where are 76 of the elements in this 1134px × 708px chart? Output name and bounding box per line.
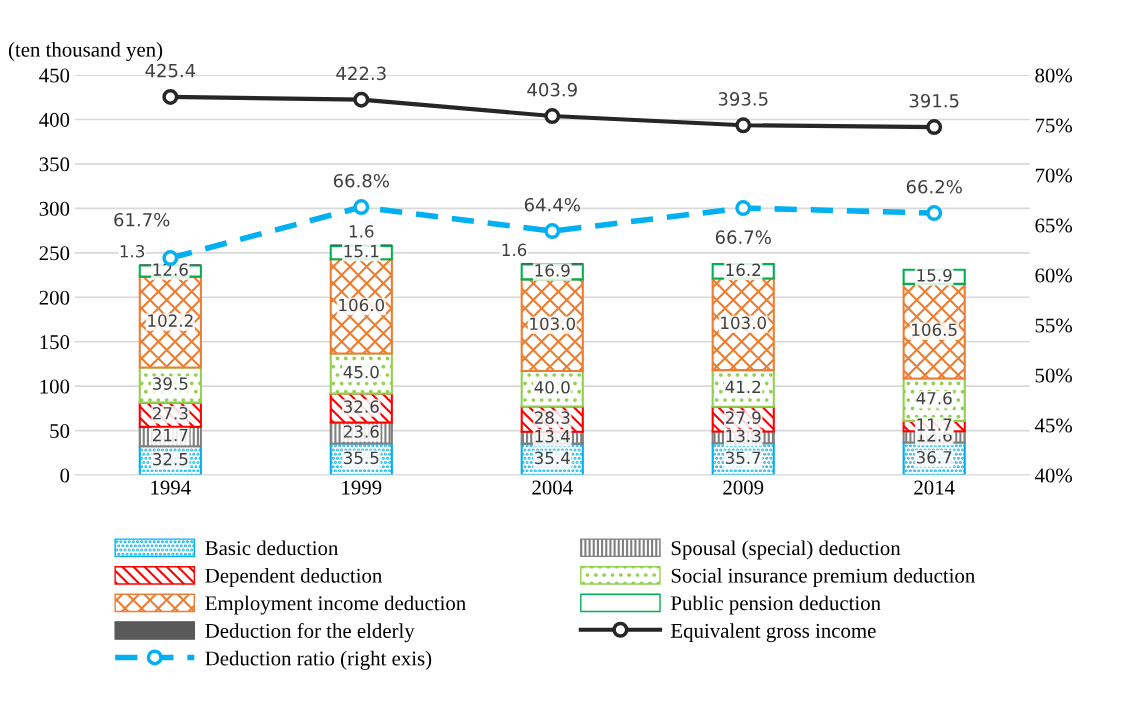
data-label: 12.6 xyxy=(917,429,952,442)
y2-tick-label: 40% xyxy=(1034,468,1073,483)
data-label: 64.4% xyxy=(524,197,580,212)
data-label: 47.6 xyxy=(916,391,952,405)
legend-label: Basic deduction xyxy=(205,540,339,556)
legend-label: Public pension deduction xyxy=(671,595,881,615)
data-label: 21.7 xyxy=(152,428,188,442)
legend-label: Employment income deduction xyxy=(205,595,466,615)
y2-tick-label: 50% xyxy=(1035,368,1073,383)
data-label: 13.4 xyxy=(535,429,570,443)
data-label: 15.1 xyxy=(344,245,379,258)
data-label: 66.8% xyxy=(333,173,389,188)
y2-tick-label: 80% xyxy=(1035,68,1073,83)
x-tick-label: 2004 xyxy=(532,480,573,495)
data-label: 403.9 xyxy=(527,82,577,97)
x-tick-label: 2009 xyxy=(723,480,764,495)
data-label: 106.0 xyxy=(339,298,385,312)
data-label: 102.2 xyxy=(148,314,193,327)
data-label: 13.3 xyxy=(726,429,761,443)
y-tick-label: 150 xyxy=(40,335,70,350)
legend-label: Social insurance premium deduction xyxy=(671,568,975,587)
data-label: 422.3 xyxy=(336,66,386,81)
data-label: 15.9 xyxy=(917,269,952,282)
legend-label: Deduction ratio (right exis) xyxy=(205,650,432,670)
y-axis-title: (ten thousand yen) xyxy=(8,42,163,62)
data-label: 1.6 xyxy=(349,225,374,238)
data-label: 35.4 xyxy=(534,451,570,465)
data-label: 27.3 xyxy=(152,406,188,420)
data-label: 32.6 xyxy=(344,400,379,413)
legend-label: Equivalent gross income xyxy=(671,623,876,643)
legend-label: Dependent deduction xyxy=(205,568,383,587)
data-label: 41.2 xyxy=(725,380,761,393)
legend-label: Deduction for the elderly xyxy=(205,623,415,643)
data-label: 32.5 xyxy=(153,452,188,466)
y2-tick-label: 60% xyxy=(1035,268,1073,283)
data-label: 425.4 xyxy=(145,63,196,78)
data-label: 391.5 xyxy=(909,93,959,108)
data-label: 16.2 xyxy=(726,263,761,277)
y-tick-label: 0 xyxy=(60,468,70,483)
x-tick-label: 2014 xyxy=(914,480,955,495)
data-label: 106.5 xyxy=(912,323,957,337)
data-label: 45.0 xyxy=(343,365,379,379)
data-label: 35.7 xyxy=(725,451,761,465)
y-tick-label: 300 xyxy=(39,201,70,216)
data-label: 103.0 xyxy=(530,317,576,331)
y-tick-label: 50 xyxy=(50,424,70,439)
y-tick-label: 250 xyxy=(39,246,70,261)
data-label: 16.9 xyxy=(535,264,570,277)
data-label: 35.5 xyxy=(344,451,379,465)
data-label: 28.3 xyxy=(534,411,570,424)
data-label: 23.6 xyxy=(343,425,379,438)
data-label: 11.7 xyxy=(917,418,952,431)
data-label: 1.6 xyxy=(502,243,527,257)
data-label: 61.7% xyxy=(114,212,170,227)
x-tick-label: 1994 xyxy=(151,480,191,495)
x-tick-label: 1999 xyxy=(342,480,382,495)
data-label: 36.7 xyxy=(916,450,952,464)
y2-tick-label: 45% xyxy=(1034,418,1073,433)
y2-tick-label: 70% xyxy=(1035,168,1073,183)
y2-tick-label: 65% xyxy=(1035,218,1073,233)
y2-tick-label: 75% xyxy=(1035,118,1073,133)
y-tick-label: 400 xyxy=(39,112,70,127)
y-tick-label: 200 xyxy=(39,290,70,305)
data-label: 40.0 xyxy=(534,380,570,394)
data-label: 66.2% xyxy=(906,179,962,194)
data-label: 39.5 xyxy=(153,377,188,390)
y2-tick-label: 55% xyxy=(1035,318,1073,333)
legend-label: Spousal (special) deduction xyxy=(671,540,901,560)
data-label: 66.7% xyxy=(715,230,771,245)
data-label: 27.9 xyxy=(725,411,761,424)
data-label: 1.3 xyxy=(120,244,145,258)
y-tick-label: 350 xyxy=(39,157,70,172)
data-label: 103.0 xyxy=(721,316,766,330)
y-tick-label: 450 xyxy=(39,68,70,83)
y-tick-label: 100 xyxy=(40,379,70,394)
data-label: 393.5 xyxy=(718,92,768,106)
